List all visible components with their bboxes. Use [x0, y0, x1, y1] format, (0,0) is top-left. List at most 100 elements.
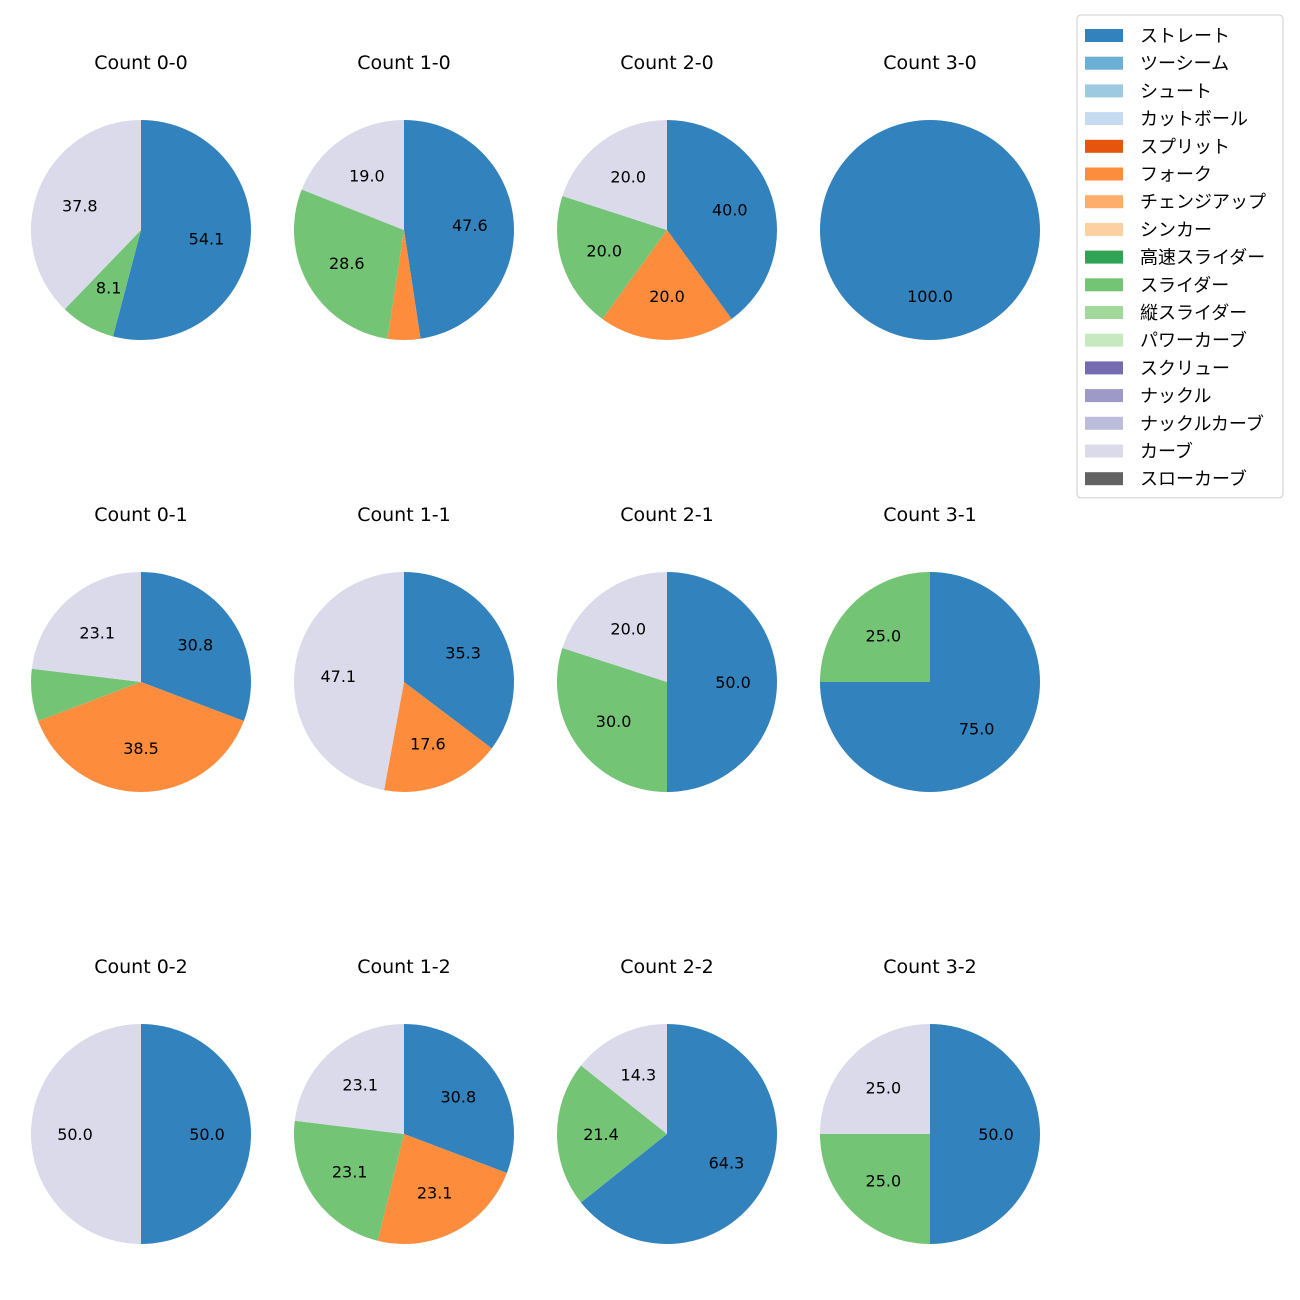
- pie-slice: [301, 119, 404, 230]
- pie-slice: [387, 230, 421, 340]
- pie-slice: [404, 120, 514, 339]
- pie-slice: [64, 230, 141, 337]
- pie-title: Count 3-0: [883, 52, 977, 74]
- legend-swatch: [1085, 416, 1123, 430]
- pie-title: Count 2-0: [620, 52, 714, 74]
- pie-slice: [580, 1024, 777, 1244]
- legend-swatch: [1085, 444, 1123, 458]
- pie-slice: [377, 1134, 507, 1244]
- legend-label: スプリット: [1140, 137, 1230, 158]
- pie-7: Count 2-1 50.0 30.0 20.0: [557, 504, 777, 792]
- slice-label: 75.0: [959, 720, 995, 739]
- slice-label: 30.8: [441, 1088, 477, 1107]
- slice-label: 100.0: [907, 287, 953, 306]
- pie-5: Count 0-1 30.8 38.5 23.1: [30, 504, 252, 792]
- pie-slice: [562, 572, 667, 682]
- pie-slice: [31, 572, 141, 682]
- legend-frame: [1076, 14, 1284, 499]
- legend-swatch: [1085, 56, 1123, 70]
- legend-swatch: [1085, 167, 1123, 181]
- legend-swatch: [1085, 389, 1123, 403]
- legend-label: ストレート: [1140, 26, 1230, 47]
- slice-label: 23.1: [79, 624, 115, 643]
- legend-label: シュート: [1140, 81, 1212, 102]
- pie-title: Count 3-1: [883, 504, 977, 526]
- slice-label: 23.1: [342, 1076, 378, 1095]
- legend-swatch: [1085, 195, 1123, 209]
- slice-label: 25.0: [866, 1172, 902, 1191]
- legend-label: カーブ: [1140, 441, 1193, 463]
- slice-label: 20.0: [649, 287, 685, 306]
- pie-title: Count 1-0: [357, 52, 451, 74]
- legend-swatch: [1085, 84, 1123, 98]
- slice-label: 21.4: [583, 1125, 619, 1144]
- pie-slice: [294, 1024, 404, 1134]
- pie-8: Count 3-1 75.0 25.0: [820, 504, 1040, 792]
- slice-label: 20.0: [586, 241, 622, 260]
- slice-label: 23.1: [417, 1183, 453, 1202]
- slice-label: 17.6: [410, 735, 446, 754]
- legend-label: ナックルカーブ: [1140, 413, 1264, 435]
- pie-slice: [404, 1024, 515, 1174]
- legend-swatch: [1085, 29, 1123, 42]
- pie-slice: [930, 1024, 1040, 1244]
- slice-label: 38.5: [123, 739, 159, 758]
- legend-swatch: [1085, 112, 1123, 126]
- legend-label: フォーク: [1140, 165, 1212, 186]
- legend-label: シンカー: [1140, 220, 1212, 241]
- pie-slice: [667, 572, 777, 792]
- legend-label: スローカーブ: [1140, 468, 1247, 490]
- pie-1: Count 0-0 54.1 8.1 37.8: [31, 52, 251, 340]
- legend-label: 高速スライダー: [1140, 248, 1265, 269]
- pie-slice: [820, 1134, 930, 1244]
- pie-slice: [294, 572, 404, 791]
- pie-slice: [384, 682, 492, 792]
- slice-label: 30.0: [596, 712, 632, 731]
- legend-swatch: [1085, 139, 1123, 153]
- pie-3: Count 2-0 40.0 20.0 20.0 20.0: [557, 52, 777, 341]
- slice-label: 25.0: [866, 1078, 902, 1097]
- legend-swatch: [1085, 250, 1123, 264]
- pie-title: Count 1-2: [357, 956, 451, 978]
- legend-swatch: [1085, 222, 1123, 236]
- pie-slice: [31, 119, 141, 310]
- pie-title: Count 0-0: [94, 52, 188, 74]
- pie-slice: [556, 1065, 667, 1203]
- slice-label: 50.0: [715, 673, 751, 692]
- legend-swatch: [1085, 472, 1123, 486]
- legend-swatch: [1085, 361, 1123, 375]
- pie-slice: [141, 572, 252, 722]
- slice-label: 23.1: [332, 1162, 368, 1181]
- pie-2: Count 1-0 47.6 28.6 19.0: [294, 52, 514, 340]
- pie-slice: [557, 196, 667, 319]
- legend-label: 縦スライダー: [1140, 303, 1247, 324]
- pie-title: Count 2-1: [620, 504, 714, 526]
- pie-slice: [820, 1024, 930, 1134]
- pie-slice: [112, 120, 251, 340]
- slice-label: 19.0: [349, 166, 385, 185]
- slice-label: 14.3: [621, 1066, 657, 1085]
- slice-label: 40.0: [712, 201, 748, 220]
- slice-label: 35.3: [445, 644, 481, 663]
- pie-slice: [580, 1024, 667, 1134]
- pie-slice: [820, 572, 930, 682]
- pie-title: Count 3-2: [883, 956, 977, 978]
- slice-label: 50.0: [978, 1125, 1014, 1144]
- pie-slice: [667, 120, 777, 319]
- pie-slice: [404, 572, 514, 749]
- pie-slice: [38, 682, 244, 792]
- slice-label: 64.3: [709, 1154, 745, 1173]
- pie-10: Count 1-2 30.8 23.1 23.1 23.1: [294, 956, 515, 1244]
- slice-label: 47.6: [452, 216, 488, 235]
- slice-label: 25.0: [866, 626, 902, 645]
- pie-slice: [602, 230, 732, 341]
- pie-12: Count 3-2 50.0 25.0 25.0: [820, 956, 1040, 1244]
- legend-swatch: [1085, 278, 1123, 292]
- pie-title: Count 0-2: [94, 956, 188, 978]
- legend-label: ツーシーム: [1140, 54, 1229, 75]
- pie-6: Count 1-1 35.3 17.6 47.1: [294, 504, 514, 792]
- slice-label: 20.0: [610, 620, 646, 639]
- slice-label: 50.0: [189, 1125, 225, 1144]
- legend-swatch: [1085, 306, 1123, 319]
- pie-slice: [31, 1024, 141, 1244]
